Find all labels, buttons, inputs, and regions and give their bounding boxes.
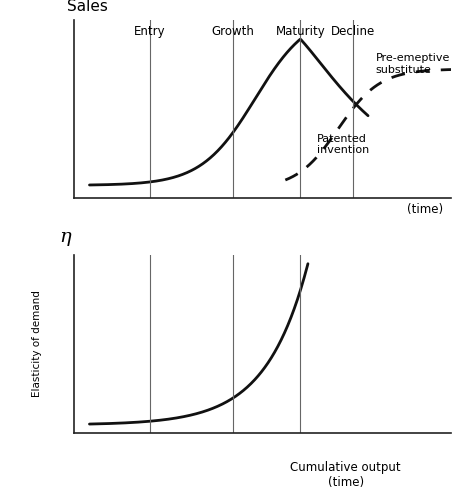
Text: Elasticity of demand: Elasticity of demand: [32, 290, 42, 398]
Text: Entry: Entry: [134, 25, 166, 38]
Text: Cumulative output
(time): Cumulative output (time): [290, 461, 401, 490]
Text: Pre-emeptive
substitute: Pre-emeptive substitute: [376, 54, 450, 75]
Text: (time): (time): [407, 203, 444, 216]
Text: Decline: Decline: [331, 25, 375, 38]
Text: Patented
invention: Patented invention: [317, 134, 370, 155]
Text: Sales: Sales: [67, 0, 108, 14]
Text: Maturity: Maturity: [276, 25, 325, 38]
Text: Growth: Growth: [211, 25, 254, 38]
Text: η: η: [60, 228, 71, 246]
